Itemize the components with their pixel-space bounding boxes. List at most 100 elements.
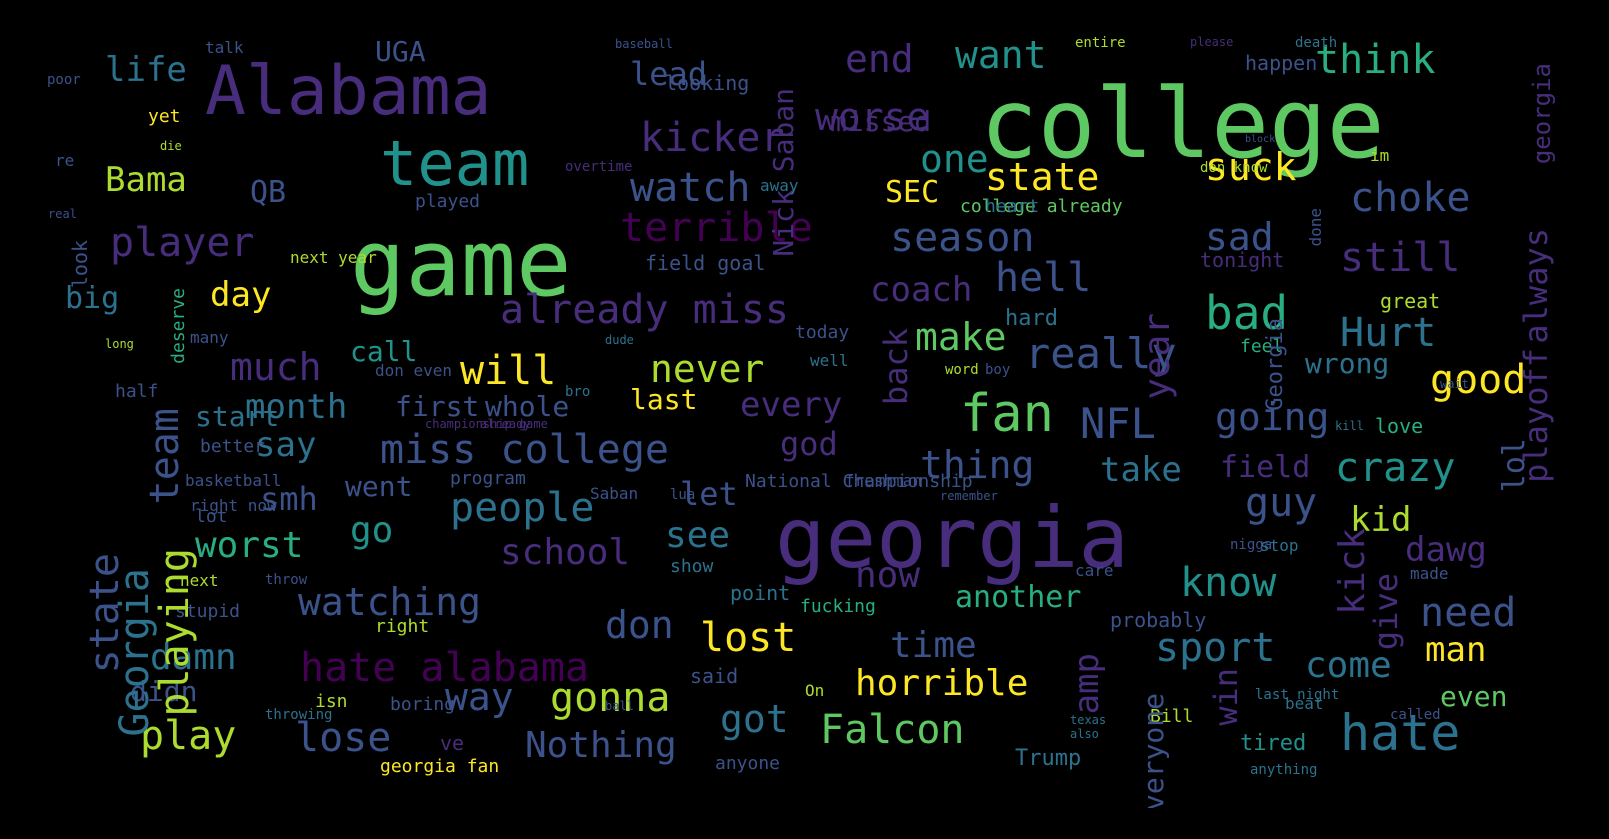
word-think: think [1315, 37, 1436, 83]
word-gonna: gonna [550, 675, 671, 721]
word-today: today [795, 322, 850, 343]
word-nigga: nigga [1230, 537, 1273, 553]
word-nfl: NFL [1080, 399, 1156, 448]
word-wait: wait [1440, 377, 1469, 391]
word-tired: tired [1240, 731, 1307, 756]
word-thing: thing [920, 443, 1035, 487]
word-many: many [190, 328, 229, 347]
word-hurt: Hurt [1340, 310, 1437, 356]
word-see: see [665, 515, 731, 556]
word-show: show [670, 556, 714, 577]
word-way: way [445, 675, 514, 719]
word-georgia: georgia [1528, 63, 1556, 165]
word-make: make [915, 315, 1007, 359]
word-say: say [255, 425, 317, 465]
word-done: done [1306, 208, 1325, 247]
word-college-already: college already [960, 196, 1123, 217]
word-god: god [780, 425, 838, 463]
word-already: already [480, 417, 531, 431]
word-college: college [980, 68, 1385, 180]
word-entire: entire [1075, 35, 1126, 51]
word-one: one [920, 137, 989, 181]
word-nick-saban: Nick Saban [767, 88, 800, 257]
word-amp: amp [1067, 653, 1107, 715]
word-dawg: dawg [1405, 530, 1487, 570]
word-alabama: Alabama [205, 52, 492, 131]
word-bro: bro [565, 384, 591, 400]
word-win: win [1207, 668, 1245, 726]
word-terrible: terrible [620, 205, 813, 251]
word-isn: isn [315, 691, 348, 712]
word-bad: bad [1205, 286, 1289, 340]
word-season: season [890, 215, 1035, 261]
word-state: state [985, 155, 1100, 199]
word-called: called [1390, 707, 1441, 723]
word-worse: worse [815, 95, 930, 139]
word-horrible: horrible [855, 663, 1029, 704]
word-made: made [1410, 564, 1449, 583]
word-bama: Bama [105, 160, 187, 200]
word-lose: lose [295, 715, 392, 761]
word-love: love [1375, 414, 1424, 438]
word-word: word [945, 362, 979, 378]
word-boring: boring [390, 694, 456, 715]
word-bill: Bill [1150, 706, 1194, 727]
word-georgia: Georgia [1263, 318, 1288, 411]
word-kick: kick [1332, 528, 1373, 615]
word-don-even: don even [375, 361, 453, 380]
word-coach: coach [870, 270, 973, 310]
word-ve: ve [440, 731, 465, 755]
word-deserve: deserve [168, 288, 189, 364]
word-trump: Trump [1015, 746, 1082, 771]
word-anything: anything [1250, 762, 1318, 778]
word-want: want [955, 33, 1047, 77]
word-wrong: wrong [1305, 347, 1390, 380]
word-freshman: freshman [845, 471, 923, 490]
word-lead: lead [630, 55, 708, 93]
word-sec: SEC [885, 175, 940, 210]
word-qb: QB [250, 175, 287, 210]
word-stop: stop [1260, 536, 1299, 555]
word-program: program [450, 468, 526, 489]
word-got: got [720, 697, 789, 741]
word-poor: poor [47, 72, 81, 88]
word-kid: kid [1350, 500, 1412, 540]
word-sad: sad [1205, 215, 1274, 259]
word-guy: guy [1245, 480, 1318, 526]
word-first: first [395, 390, 480, 423]
word-people: people [450, 485, 595, 531]
word-fan: fan [960, 384, 1054, 444]
word-basketball: basketball [185, 471, 282, 490]
word-another: another [955, 580, 1082, 615]
word-let: let [680, 475, 738, 513]
word-said: said [690, 664, 739, 688]
word-start: start [195, 400, 280, 433]
word-hate-alabama: hate alabama [300, 645, 589, 691]
word-school: school [500, 532, 631, 573]
word-come: come [1305, 645, 1392, 686]
word-kill: kill [1335, 419, 1364, 433]
word-hard: hard [1005, 306, 1058, 331]
word-life: life [105, 50, 187, 90]
word-every: every [740, 385, 843, 425]
word-die: die [160, 139, 182, 153]
word-really: really [1025, 329, 1177, 378]
word-georgia: georgia [775, 489, 1130, 587]
word-im: im [1370, 146, 1390, 165]
word-never: never [650, 347, 765, 391]
word-half: half [115, 381, 159, 402]
word-national-championship: National Championship [745, 471, 973, 492]
word-well: well [810, 351, 849, 370]
word-overtime: overtime [565, 159, 633, 175]
word-right: right [375, 616, 430, 637]
word-lol: lol [1497, 438, 1532, 493]
word-watch: watch [630, 165, 751, 211]
word-watching: watching [298, 580, 482, 624]
word-take: take [1100, 450, 1182, 490]
word-also: also [1070, 727, 1099, 741]
word-choke: choke [1350, 175, 1471, 221]
word-back: back [877, 328, 915, 406]
word-georgia-fan: georgia fan [380, 756, 500, 777]
word-better: better [200, 436, 266, 457]
word-on: On [805, 681, 825, 700]
